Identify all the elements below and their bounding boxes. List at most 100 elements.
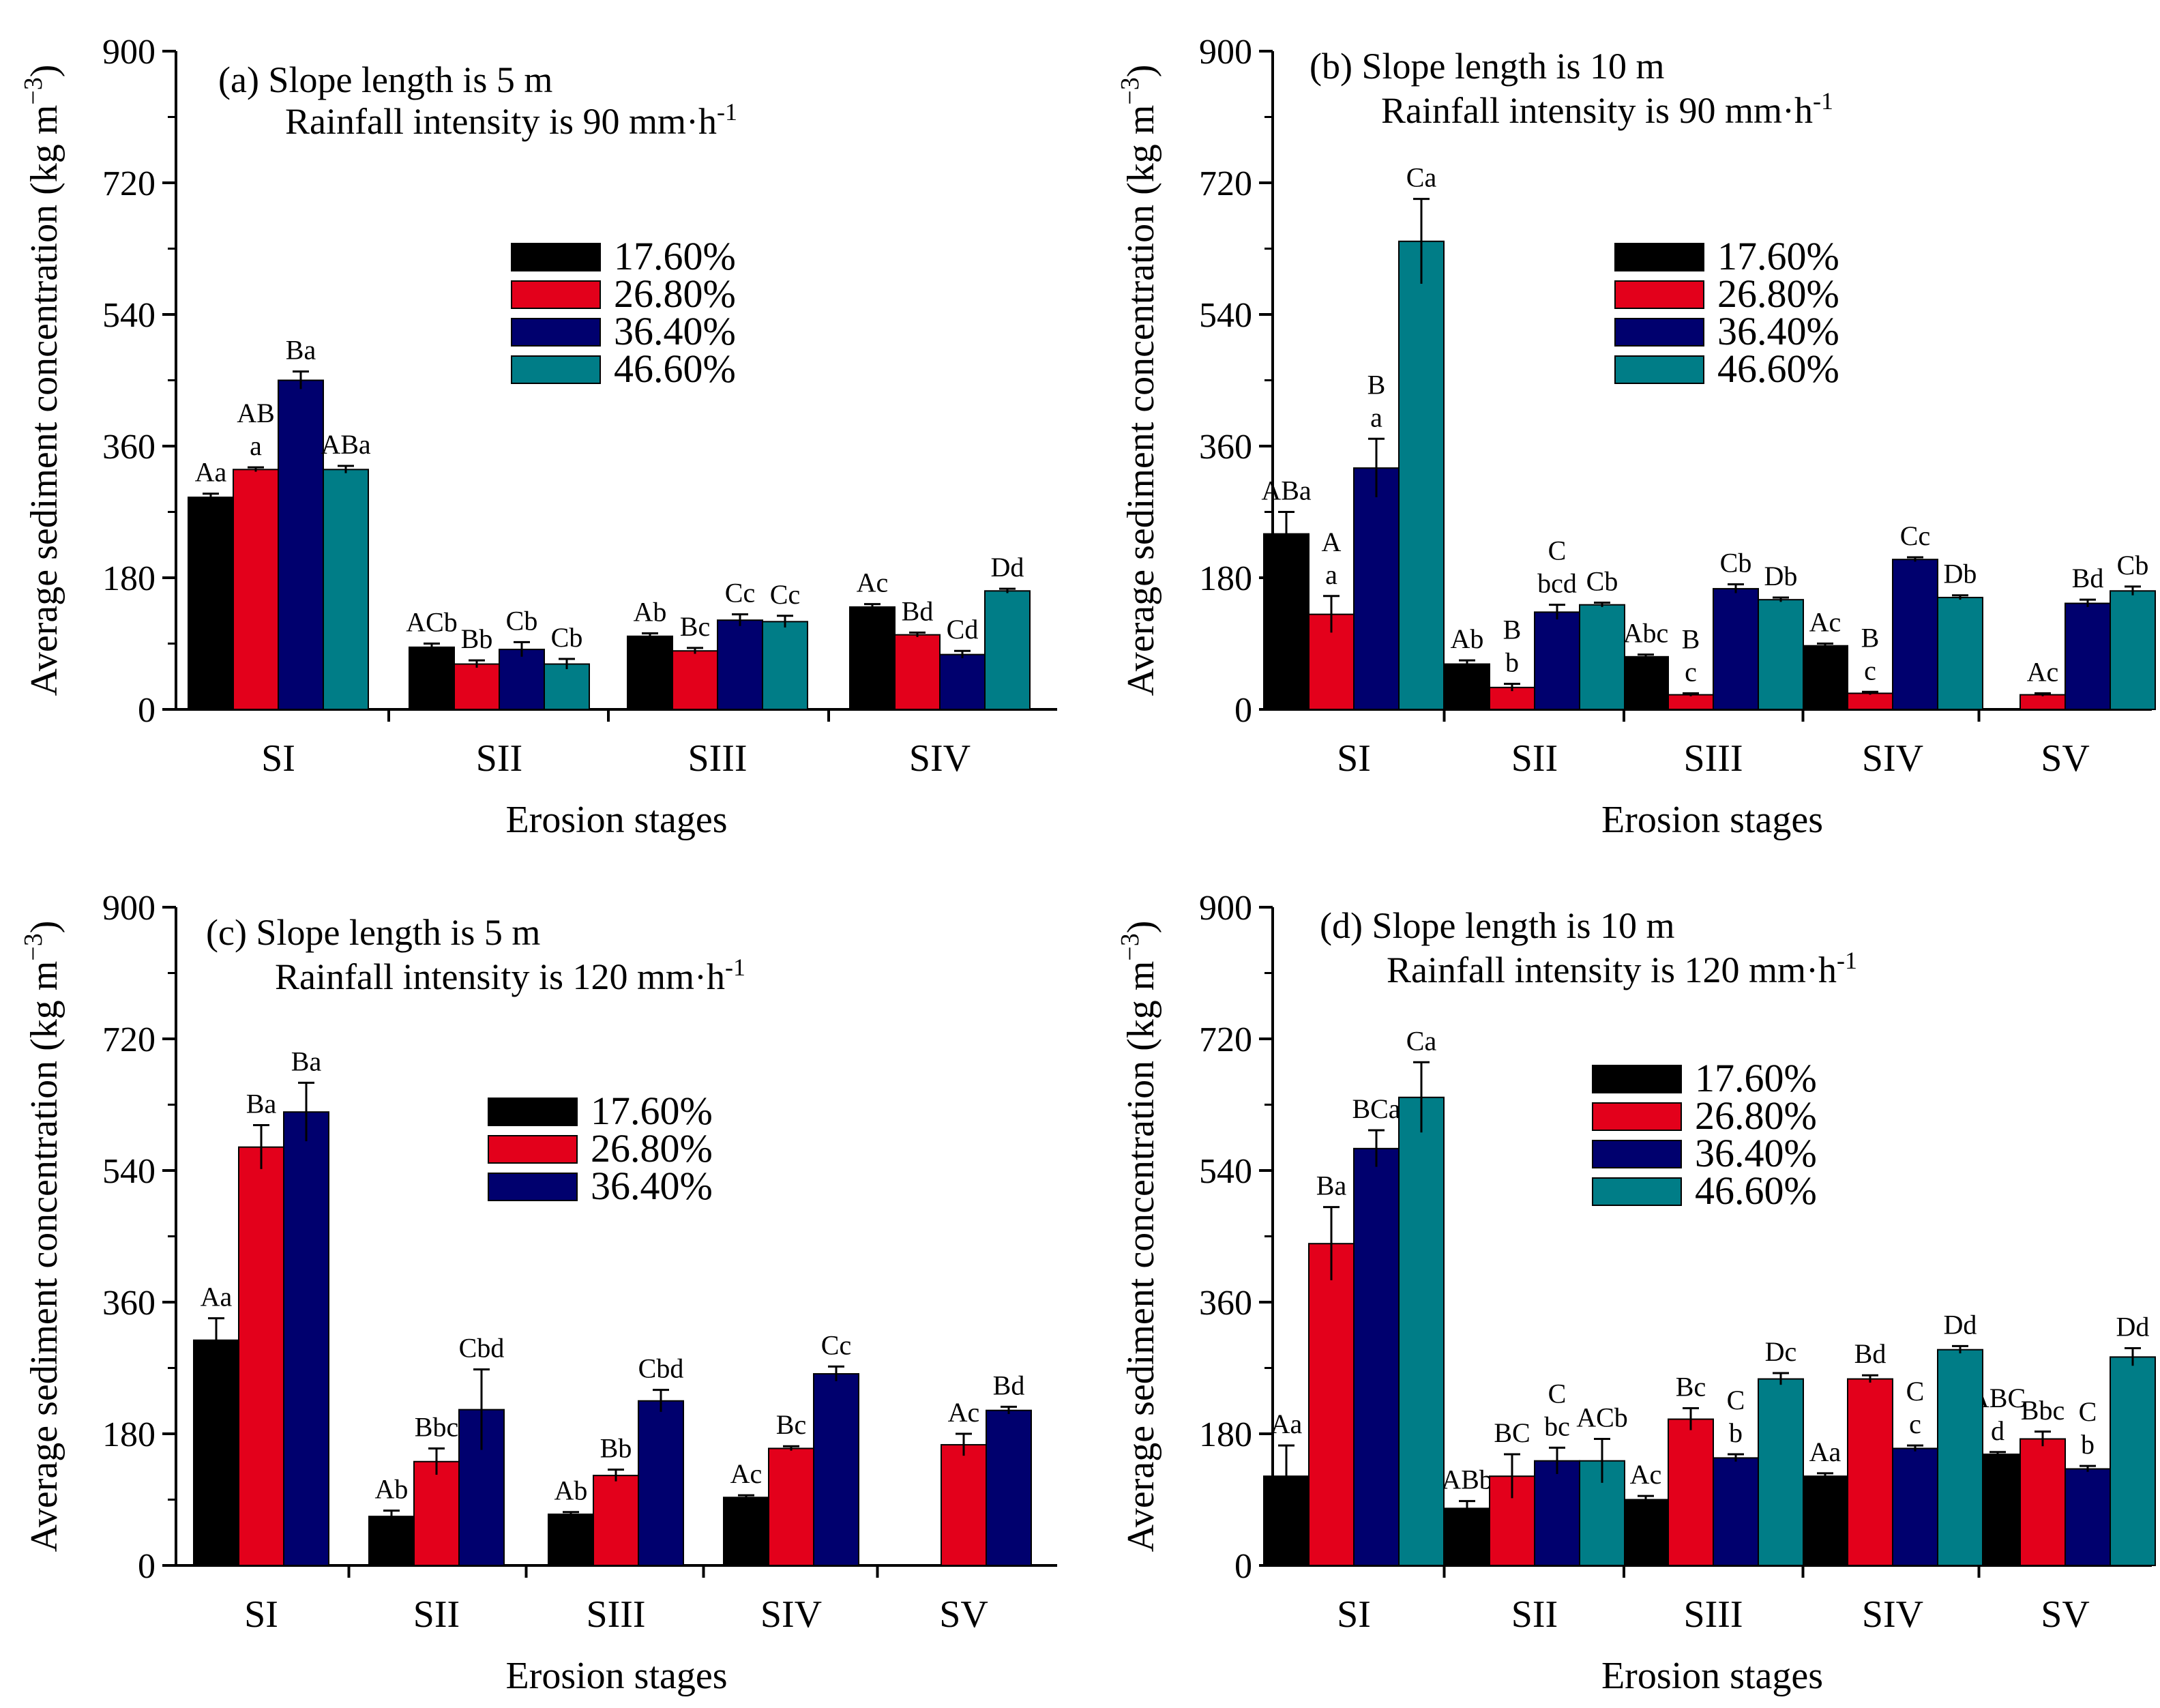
legend-swatch xyxy=(488,1098,578,1126)
x-axis-title: Erosion stages xyxy=(505,1655,727,1697)
bar-significance-label: Cb xyxy=(1720,548,1752,578)
bar-significance-label: Ba xyxy=(246,1089,277,1119)
y-axis-title-close: ) xyxy=(1120,65,1162,78)
legend-entry: 46.60% xyxy=(1717,347,1839,391)
y-tick-label: 720 xyxy=(1199,1020,1252,1059)
y-tick-label: 900 xyxy=(1199,33,1252,72)
y-tick-label: 180 xyxy=(1199,559,1252,598)
bar xyxy=(1623,656,1669,710)
bar-significance-label: Cbd xyxy=(459,1333,505,1364)
bar xyxy=(1308,1243,1355,1566)
bar xyxy=(1802,645,1848,711)
x-category-label: SI xyxy=(261,737,295,780)
y-tick-label: 720 xyxy=(1199,164,1252,203)
y-tick-label: 360 xyxy=(1199,428,1252,467)
y-tick-label: 0 xyxy=(138,1547,156,1586)
bar xyxy=(627,635,673,710)
y-tick-label: 0 xyxy=(1234,691,1252,730)
bar xyxy=(1758,599,1804,711)
x-category-label: SIII xyxy=(586,1593,645,1636)
legend-swatch xyxy=(1592,1140,1682,1168)
bar-significance-label: C xyxy=(1727,1385,1745,1415)
bar xyxy=(283,1111,329,1566)
y-tick-label: 540 xyxy=(102,296,156,335)
bar xyxy=(1444,1507,1490,1567)
bar-significance-label: Cb xyxy=(1586,565,1618,596)
bar-significance-label: c xyxy=(1909,1409,1921,1439)
bar xyxy=(368,1516,415,1567)
bar-significance-label: Ac xyxy=(1809,607,1841,638)
bar-significance-label: Cb xyxy=(551,622,583,653)
bar-significance-label: Bd xyxy=(993,1370,1025,1400)
bar-significance-label: a xyxy=(1370,402,1382,432)
bar-significance-label: Aa xyxy=(195,457,227,488)
bar xyxy=(813,1373,859,1566)
bar-significance-label: Bc xyxy=(776,1409,806,1440)
bar-significance-label: BCa xyxy=(1352,1093,1400,1124)
bar-significance-label: Bc xyxy=(680,611,710,642)
legend-entry: 26.80% xyxy=(591,1126,713,1170)
bar-significance-label: Cc xyxy=(770,579,800,610)
bar xyxy=(1847,692,1893,711)
bar-significance-label: Ab xyxy=(554,1475,588,1506)
bar xyxy=(593,1475,639,1567)
y-tick-label: 540 xyxy=(102,1152,156,1191)
bar-significance-label: b xyxy=(1505,647,1519,677)
y-axis-title: Average sediment concentration (kg m−3) xyxy=(1116,65,1162,696)
y-axis-title-text: Average sediment concentration (kg m xyxy=(23,961,65,1552)
bar-significance-label: ABb xyxy=(1441,1464,1493,1495)
bar-significance-label: Bc xyxy=(1676,1371,1706,1402)
panel-subtitle: Rainfall intensity is 120 mm·h-1 xyxy=(275,954,745,997)
panel-subtitle: Rainfall intensity is 90 mm·h-1 xyxy=(285,98,737,142)
y-tick-label: 540 xyxy=(1199,1152,1252,1191)
y-tick-label: 360 xyxy=(102,428,156,467)
bar-significance-label: Cd xyxy=(947,614,979,645)
y-axis-title: Average sediment concentration (kg m−3) xyxy=(19,65,65,696)
bar xyxy=(1713,588,1759,710)
bar-significance-label: a xyxy=(1325,559,1337,590)
panel-title: (b) Slope length is 10 m xyxy=(1310,46,1664,87)
bar xyxy=(1398,240,1445,710)
y-tick-label: 900 xyxy=(102,33,156,72)
bar xyxy=(1668,694,1714,710)
y-axis-title-sup: −3 xyxy=(19,933,48,960)
bar-significance-label: c xyxy=(1685,656,1697,687)
bar xyxy=(1263,533,1310,711)
bar-significance-label: C xyxy=(2079,1396,2097,1427)
panel-subtitle-text: Rainfall intensity is 90 mm·h xyxy=(1381,90,1813,131)
bar xyxy=(1534,1460,1580,1566)
legend-entry: 36.40% xyxy=(1717,309,1839,353)
legend-entry: 26.80% xyxy=(1695,1093,1817,1138)
bar xyxy=(1937,596,1983,711)
x-category-label: SV xyxy=(939,1593,988,1636)
bar-significance-label: Cc xyxy=(1900,520,1930,551)
x-category-label: SIV xyxy=(1862,1593,1923,1636)
bar xyxy=(1802,1475,1848,1567)
bar xyxy=(413,1460,460,1566)
legend-swatch xyxy=(488,1173,578,1201)
bar-significance-label: Ca xyxy=(1406,162,1437,193)
bar-significance-label: Ab xyxy=(634,596,667,627)
bar-significance-label: d xyxy=(1991,1415,2004,1446)
bar xyxy=(939,653,986,710)
panel-title: (a) Slope length is 5 m xyxy=(218,59,552,100)
bar-significance-label: a xyxy=(250,430,262,461)
x-category-label: SI xyxy=(1337,1593,1371,1636)
bar xyxy=(1534,611,1580,711)
y-axis-title-close: ) xyxy=(1120,921,1162,934)
bar-significance-label: Aa xyxy=(1271,1409,1303,1439)
legend-entry: 46.60% xyxy=(614,347,736,391)
bar xyxy=(941,1444,987,1566)
legend-entry: 46.60% xyxy=(1695,1168,1817,1213)
x-category-label: SII xyxy=(476,737,522,780)
legend-swatch xyxy=(1592,1065,1682,1093)
bar-significance-label: Ab xyxy=(1451,623,1484,654)
bar xyxy=(278,379,324,710)
legend-swatch xyxy=(1614,318,1704,347)
bar-significance-label: Dd xyxy=(2116,1312,2150,1342)
y-tick-label: 720 xyxy=(102,1020,156,1059)
bar xyxy=(2065,1468,2111,1566)
x-category-label: SIII xyxy=(1683,1593,1743,1636)
bar xyxy=(1579,604,1625,711)
